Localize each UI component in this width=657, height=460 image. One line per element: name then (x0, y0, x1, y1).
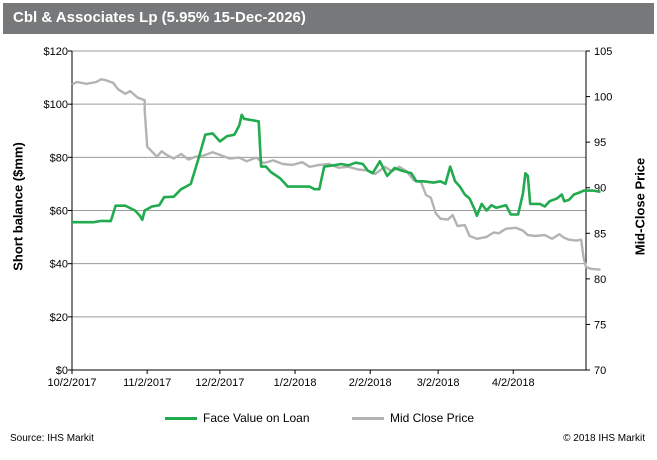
y-left-tick-label: $40 (50, 259, 68, 271)
y-left-tick-label: $120 (44, 46, 68, 58)
x-tick-label: 4/2/2018 (492, 377, 535, 389)
series-line-face-value (72, 113, 601, 224)
legend: Face Value on Loan Mid Close Price (0, 408, 657, 428)
y-right-tick-label: 100 (594, 92, 612, 104)
legend-label-face-value: Face Value on Loan (203, 411, 310, 425)
legend-item-face-value: Face Value on Loan (165, 408, 310, 428)
x-tick-label: 2/2/2018 (349, 377, 392, 389)
y-right-tick-label: 70 (594, 365, 606, 377)
legend-swatch-mid-close (352, 416, 384, 420)
x-tick-label: 12/2/2017 (195, 377, 244, 389)
x-axis-ticks: 10/2/2017 11/2/2017 12/2/2017 1/2/2018 2/2/2… (48, 377, 535, 389)
y-left-tick-label: $100 (44, 99, 68, 111)
y-axis-left-label: Short balance ($mm) (10, 142, 26, 271)
legend-swatch-face-value (165, 416, 197, 420)
series (71, 78, 601, 271)
y-left-tick-label: $0 (56, 365, 68, 377)
y-right-tick-label: 80 (594, 274, 606, 286)
series-line-mid-close (71, 78, 601, 271)
y-left-tick-label: $60 (50, 206, 68, 218)
x-tick-label: 3/2/2018 (417, 377, 460, 389)
x-tick-label: 1/2/2018 (274, 377, 317, 389)
y-axis-left-ticks: $0 $20 $40 $60 $80 $100 $120 (44, 46, 68, 377)
y-axis-right-label: Mid-Close Price (632, 157, 648, 256)
footer-source: Source: IHS Markit (10, 433, 94, 444)
y-right-tick-label: 105 (594, 46, 612, 58)
legend-label-mid-close: Mid Close Price (390, 411, 475, 425)
legend-item-mid-close: Mid Close Price (352, 408, 474, 428)
y-right-tick-label: 85 (594, 228, 606, 240)
y-right-tick-label: 95 (594, 137, 606, 149)
y-left-tick-label: $20 (50, 312, 68, 324)
x-tick-label: 11/2/2017 (123, 377, 171, 389)
x-tick-label: 10/2/2017 (48, 377, 97, 389)
footer-copyright: © 2018 IHS Markit (563, 433, 645, 444)
title-bar: Cbl & Associates Lp (5.95% 15-Dec-2026) (3, 3, 654, 34)
chart-title: Cbl & Associates Lp (5.95% 15-Dec-2026) (13, 9, 306, 26)
y-right-tick-label: 75 (594, 319, 606, 331)
y-left-tick-label: $80 (50, 152, 68, 164)
axes (68, 50, 590, 374)
